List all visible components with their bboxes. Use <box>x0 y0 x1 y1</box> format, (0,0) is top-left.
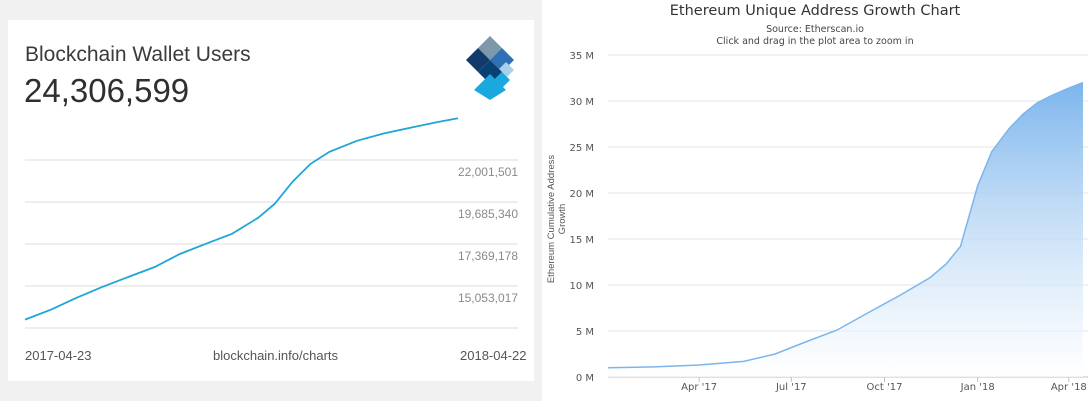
wallet-users-chart: 22,001,501 19,685,340 17,369,178 15,053,017 <box>24 117 518 329</box>
y-tick-label: 22,001,501 <box>458 165 518 179</box>
source-label[interactable]: blockchain.info/charts <box>213 348 339 363</box>
card-title: Blockchain Wallet Users <box>25 43 251 66</box>
x-tick-label: Jul '17 <box>775 382 807 393</box>
address-growth-line <box>607 81 1084 369</box>
wallet-users-line <box>24 117 459 321</box>
blockchain-logo-icon <box>466 36 514 100</box>
y-tick-label: 35 M <box>569 51 594 62</box>
x-tick-label: Apr '17 <box>681 382 717 393</box>
wallet-count: 24,306,599 <box>24 72 190 109</box>
chart-source: Source: Etherscan.io <box>766 24 864 35</box>
y-tick-label: 25 M <box>569 143 594 154</box>
start-date-label: 2017-04-23 <box>25 348 92 363</box>
x-tick-label: Jan '18 <box>960 382 995 393</box>
end-date-label: 2018-04-22 <box>460 348 527 363</box>
y-tick-label: 30 M <box>569 97 594 108</box>
y-axis-label: Ethereum Cumulative Address Growth <box>546 154 568 284</box>
x-tick-label: Apr '18 <box>1051 382 1087 393</box>
y-tick-label: 17,369,178 <box>458 249 518 263</box>
chart-title: Ethereum Unique Address Growth Chart <box>669 3 961 19</box>
x-tick-label: Oct '17 <box>867 382 903 393</box>
y-tick-label: 15,053,017 <box>458 291 518 305</box>
y-tick-label: 15 M <box>569 235 594 246</box>
y-tick-label: 19,685,340 <box>458 207 518 221</box>
y-tick-label: 0 M <box>576 373 594 384</box>
y-tick-label: 5 M <box>576 327 594 338</box>
y-tick-label: 10 M <box>569 281 594 292</box>
wallet-users-card: 22,001,501 19,685,340 17,369,178 15,053,017… <box>8 20 534 381</box>
ethereum-address-chart-card: 0 M 5 M 10 M 15 M 20 M 25 M 30 M 35 M Apr '17 Jul… <box>542 0 1088 401</box>
ethereum-area-chart[interactable]: 0 M 5 M 10 M 15 M 20 M 25 M 30 M 35 M Apr '17 Jul… <box>542 0 1088 401</box>
y-tick-label: 20 M <box>569 189 594 200</box>
chart-subtitle: Click and drag in the plot area to zoom … <box>716 36 914 47</box>
address-growth-area <box>608 82 1083 377</box>
